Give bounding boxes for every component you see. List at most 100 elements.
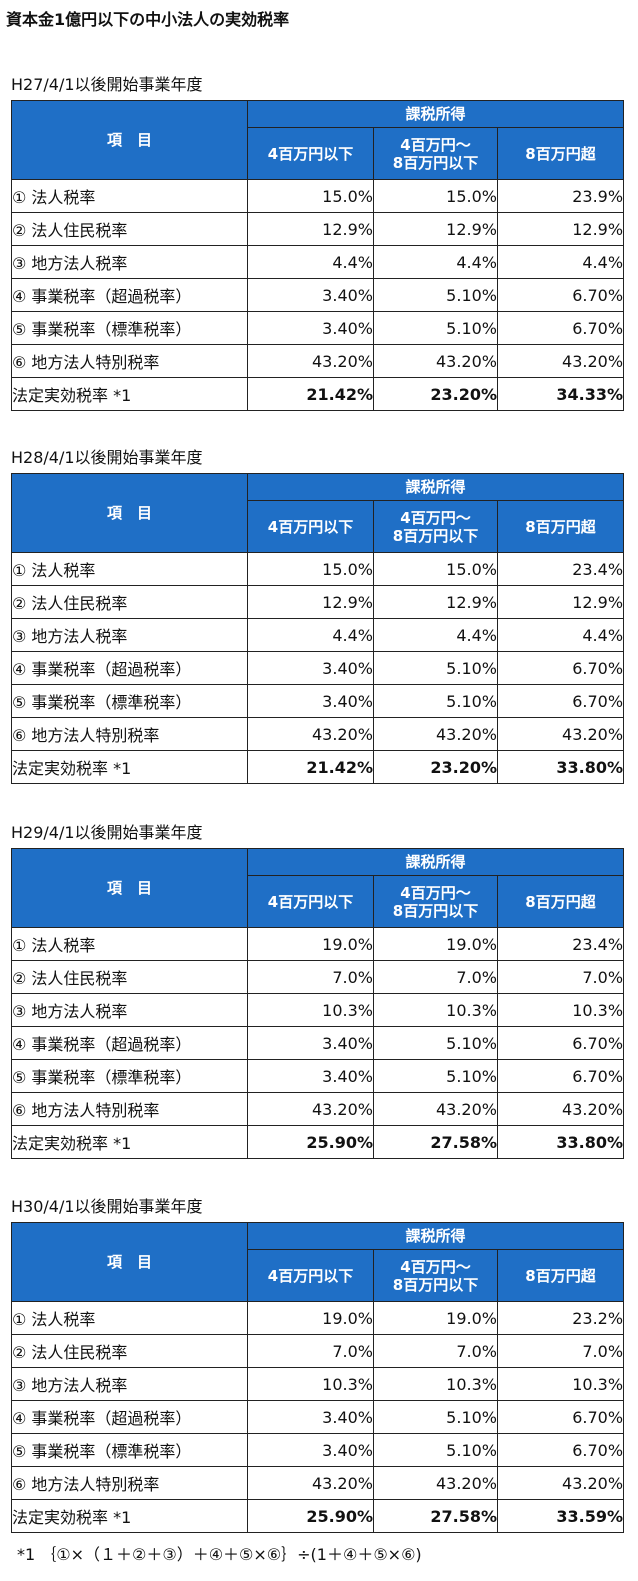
rate-value: 12.9% — [247, 212, 374, 246]
rate-value: 4.4% — [373, 245, 498, 279]
row-label: ① 法人税率 — [11, 927, 248, 961]
rate-value: 43.20% — [373, 717, 498, 751]
header-taxable-income: 課税所得 — [246, 100, 625, 128]
rate-value: 27.58% — [373, 1125, 498, 1159]
rate-value: 6.70% — [496, 278, 625, 312]
tax-rate-section: H27/4/1以後開始事業年度 項 目 課税所得 4百万円以下 4百万円～ 8百… — [11, 72, 625, 411]
rate-value: 43.20% — [373, 344, 498, 378]
table-row-business-tax-standard: ⑤ 事業税率（標準税率） 3.40% 5.10% 6.70% — [11, 1433, 625, 1467]
rate-value: 6.70% — [496, 311, 625, 345]
rate-value: 23.2% — [496, 1301, 625, 1335]
table-row-statutory-effective-rate: 法定実効税率 *1 21.42% 23.20% 33.80% — [11, 750, 625, 784]
rate-value: 7.0% — [247, 1334, 374, 1368]
row-label: ② 法人住民税率 — [11, 960, 248, 994]
row-label: ③ 地方法人税率 — [11, 618, 248, 652]
rate-value: 23.20% — [373, 750, 498, 784]
header-item: 項 目 — [11, 848, 248, 928]
rate-value: 7.0% — [496, 1334, 625, 1368]
table-row-business-tax-standard: ⑤ 事業税率（標準税率） 3.40% 5.10% 6.70% — [11, 684, 625, 718]
rate-value: 4.4% — [496, 618, 625, 652]
rate-value: 6.70% — [496, 1026, 625, 1060]
rate-value: 3.40% — [247, 651, 374, 685]
rate-value: 6.70% — [496, 1433, 625, 1467]
rate-value: 19.0% — [247, 1301, 374, 1335]
row-label: ⑥ 地方法人特別税率 — [11, 344, 248, 378]
header-taxable-income: 課税所得 — [246, 1222, 625, 1250]
rate-value: 5.10% — [373, 311, 498, 345]
row-label: ⑤ 事業税率（標準税率） — [11, 1433, 248, 1467]
row-label: ② 法人住民税率 — [11, 212, 248, 246]
page-title: 資本金1億円以下の中小法人の実効税率 — [6, 10, 290, 29]
header-col-4m-to-8m-line2: 8百万円以下 — [392, 153, 479, 172]
header-col-4m-to-8m-line1: 4百万円～ — [400, 1257, 471, 1276]
header-item: 項 目 — [11, 100, 248, 180]
rate-value: 33.59% — [496, 1499, 625, 1533]
rate-value: 3.40% — [247, 311, 374, 345]
rate-value: 5.10% — [373, 1433, 498, 1467]
rate-value: 12.9% — [496, 585, 625, 619]
rate-value: 33.80% — [496, 750, 625, 784]
section-title: H29/4/1以後開始事業年度 — [11, 823, 203, 842]
row-label: 法定実効税率 *1 — [11, 1125, 248, 1159]
rate-value: 5.10% — [373, 278, 498, 312]
header-col-4m-to-8m: 4百万円～ 8百万円以下 — [373, 127, 498, 180]
rate-value: 21.42% — [247, 377, 374, 411]
rate-value: 5.10% — [373, 684, 498, 718]
rate-value: 23.9% — [496, 179, 625, 213]
table-row-corporate-tax: ① 法人税率 19.0% 19.0% 23.2% — [11, 1301, 625, 1335]
rate-value: 7.0% — [496, 960, 625, 994]
rate-value: 5.10% — [373, 1026, 498, 1060]
footnote: *1 ｛①×（１＋②＋③）＋④＋⑤×⑥｝÷(1＋④＋⑤×⑥) — [17, 1545, 422, 1564]
rate-value: 5.10% — [373, 1400, 498, 1434]
rate-value: 3.40% — [247, 1433, 374, 1467]
table-row-statutory-effective-rate: 法定実効税率 *1 21.42% 23.20% 34.33% — [11, 377, 625, 411]
rate-value: 25.90% — [247, 1499, 374, 1533]
header-item: 項 目 — [11, 473, 248, 553]
row-label: ⑤ 事業税率（標準税率） — [11, 311, 248, 345]
rate-value: 4.4% — [247, 618, 374, 652]
rate-value: 33.80% — [496, 1125, 625, 1159]
header-col-4m-to-8m-line2: 8百万円以下 — [392, 1275, 479, 1294]
row-label: ③ 地方法人税率 — [11, 993, 248, 1027]
rate-value: 5.10% — [373, 651, 498, 685]
rate-value: 23.20% — [373, 377, 498, 411]
rate-value: 43.20% — [496, 1466, 625, 1500]
rate-value: 10.3% — [373, 993, 498, 1027]
table-row-corporate-resident-tax: ② 法人住民税率 12.9% 12.9% 12.9% — [11, 212, 625, 246]
rate-value: 7.0% — [373, 960, 498, 994]
section-title: H27/4/1以後開始事業年度 — [11, 75, 203, 94]
header-col-4m-to-8m: 4百万円～ 8百万円以下 — [373, 1249, 498, 1302]
table-row-corporate-resident-tax: ② 法人住民税率 7.0% 7.0% 7.0% — [11, 1334, 625, 1368]
table-row-business-tax-excess: ④ 事業税率（超過税率） 3.40% 5.10% 6.70% — [11, 1026, 625, 1060]
table-row-local-corporate-special-tax: ⑥ 地方法人特別税率 43.20% 43.20% 43.20% — [11, 344, 625, 378]
rate-value: 15.0% — [247, 179, 374, 213]
rate-value: 4.4% — [496, 245, 625, 279]
header-col-4m-to-8m-line2: 8百万円以下 — [392, 901, 479, 920]
tax-rate-section: H30/4/1以後開始事業年度 項 目 課税所得 4百万円以下 4百万円～ 8百… — [11, 1194, 625, 1533]
row-label: ③ 地方法人税率 — [11, 1367, 248, 1401]
header-col-up-to-4m: 4百万円以下 — [247, 875, 374, 928]
row-label: ⑤ 事業税率（標準税率） — [11, 684, 248, 718]
rate-value: 19.0% — [373, 1301, 498, 1335]
table-row-corporate-tax: ① 法人税率 15.0% 15.0% 23.9% — [11, 179, 625, 213]
rate-value: 25.90% — [247, 1125, 374, 1159]
table-row-local-corporate-special-tax: ⑥ 地方法人特別税率 43.20% 43.20% 43.20% — [11, 1092, 625, 1126]
table-row-local-corporate-tax: ③ 地方法人税率 4.4% 4.4% 4.4% — [11, 245, 625, 279]
rate-value: 43.20% — [247, 1092, 374, 1126]
row-label: ⑤ 事業税率（標準税率） — [11, 1059, 248, 1093]
tax-rate-section: H29/4/1以後開始事業年度 項 目 課税所得 4百万円以下 4百万円～ 8百… — [11, 820, 625, 1159]
table-row-corporate-tax: ① 法人税率 19.0% 19.0% 23.4% — [11, 927, 625, 961]
header-taxable-income: 課税所得 — [246, 848, 625, 876]
rate-value: 10.3% — [373, 1367, 498, 1401]
rate-value: 19.0% — [373, 927, 498, 961]
rate-value: 15.0% — [373, 552, 498, 586]
rate-value: 12.9% — [373, 585, 498, 619]
row-label: ⑥ 地方法人特別税率 — [11, 717, 248, 751]
rate-value: 3.40% — [247, 1400, 374, 1434]
rate-value: 21.42% — [247, 750, 374, 784]
table-row-corporate-resident-tax: ② 法人住民税率 12.9% 12.9% 12.9% — [11, 585, 625, 619]
header-col-4m-to-8m: 4百万円～ 8百万円以下 — [373, 875, 498, 928]
rate-value: 3.40% — [247, 684, 374, 718]
rate-value: 12.9% — [247, 585, 374, 619]
header-col-4m-to-8m-line1: 4百万円～ — [400, 508, 471, 527]
